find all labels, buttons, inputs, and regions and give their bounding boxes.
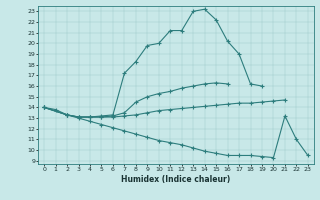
X-axis label: Humidex (Indice chaleur): Humidex (Indice chaleur) (121, 175, 231, 184)
